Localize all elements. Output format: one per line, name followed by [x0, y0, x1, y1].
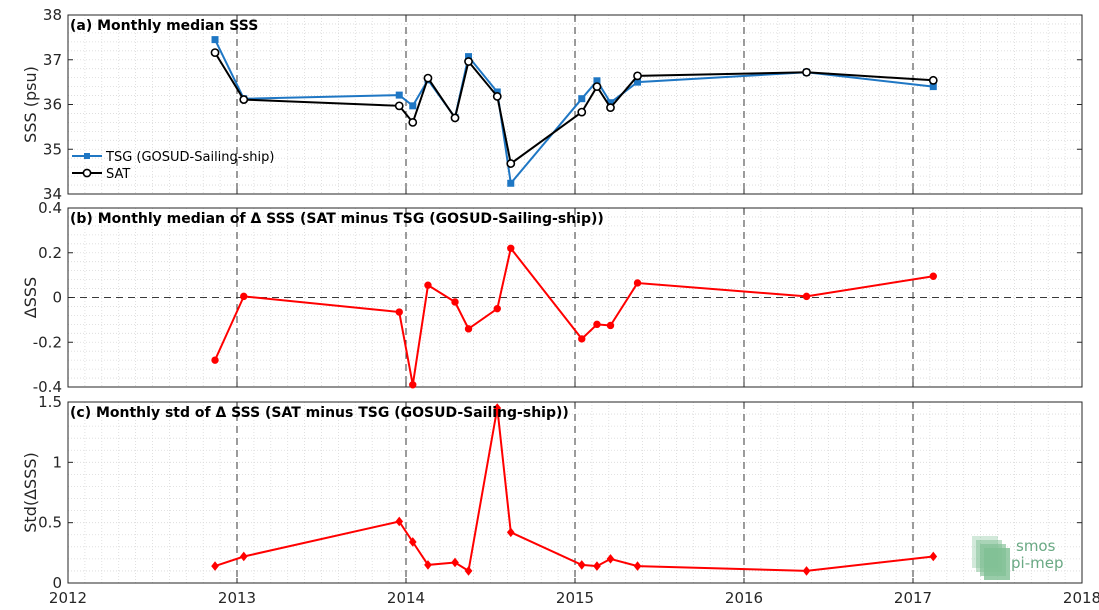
x-tick-label: 2016: [725, 589, 763, 607]
data-point: [423, 73, 433, 83]
panel-title: (c) Monthly std of Δ SSS (SAT minus TSG …: [70, 405, 569, 421]
data-point: [606, 103, 615, 113]
y-tick-label: 35: [43, 140, 62, 158]
data-point: [577, 560, 586, 570]
y-axis-label: Std(ΔSSS): [21, 452, 40, 532]
data-point: [408, 118, 418, 127]
legend-marker: [82, 168, 92, 178]
data-point: [395, 91, 403, 99]
data-point: [409, 381, 417, 389]
data-point: [802, 292, 811, 301]
data-point: [928, 75, 938, 85]
y-tick-label: 1: [52, 453, 62, 471]
y-tick-label: 0: [52, 574, 62, 592]
data-point: [633, 71, 642, 81]
y-tick-label: 34: [43, 185, 62, 203]
data-point: [592, 82, 602, 91]
y-tick-label: 0.2: [38, 244, 62, 262]
data-point: [507, 244, 515, 252]
legend-label: TSG (GOSUD-Sailing-ship): [105, 150, 274, 165]
data-point: [606, 554, 615, 564]
panel-title: (b) Monthly median of Δ SSS (SAT minus T…: [70, 211, 604, 227]
x-tick-label: 2018: [1063, 589, 1099, 607]
data-point: [578, 335, 586, 343]
data-point: [492, 92, 502, 101]
data-point: [506, 159, 516, 168]
y-axis-label: SSS (psu): [21, 66, 40, 143]
data-point: [802, 67, 811, 77]
y-tick-label: -0.2: [33, 333, 62, 351]
data-point: [450, 113, 460, 123]
logo-text-line2: pi-mep: [1011, 554, 1063, 572]
legend-marker: [84, 153, 90, 159]
data-point: [211, 561, 219, 571]
data-point: [451, 298, 459, 306]
data-point: [493, 304, 501, 313]
data-point: [424, 560, 432, 570]
x-tick-label: 2013: [218, 589, 256, 607]
series-0: [211, 244, 937, 389]
data-point: [394, 101, 404, 111]
data-point: [929, 272, 937, 280]
panel-b-median-delta-sss: -0.4 -0.2 0 0.2 0.4 ΔSSS (b) Monthly median of…: [21, 199, 1083, 396]
data-point: [408, 537, 417, 547]
x-tick-label: 2017: [894, 589, 932, 607]
y-tick-label: -0.4: [33, 378, 62, 396]
y-tick-label: 1.5: [38, 393, 62, 411]
data-point: [239, 551, 248, 562]
y-tick-label: 0: [52, 289, 62, 307]
data-point: [210, 48, 220, 57]
legend: TSG (GOSUD-Sailing-ship) SAT: [72, 150, 274, 182]
data-point: [211, 36, 219, 44]
data-point: [240, 292, 248, 301]
y-tick-label: 37: [43, 51, 62, 69]
data-point: [929, 551, 938, 562]
x-tick-label: 2015: [556, 589, 594, 607]
data-point: [577, 107, 587, 117]
series-1: [210, 48, 938, 168]
data-point: [239, 95, 249, 104]
series-0: [211, 403, 938, 576]
y-tick-label: 36: [43, 96, 62, 114]
data-point: [211, 356, 219, 364]
panel-c-std-delta-sss: 0 0.5 1 1.5 2012 2013 2014 2015 2016 2017 2018 Std(…: [21, 393, 1099, 607]
data-point: [493, 403, 502, 413]
y-tick-label: 38: [43, 6, 62, 24]
panel-title: (a) Monthly median SSS: [70, 18, 258, 34]
data-point: [606, 321, 615, 330]
y-tick-label: 0.5: [38, 514, 62, 532]
data-point: [409, 102, 417, 110]
data-point: [464, 57, 473, 66]
data-point: [464, 566, 473, 576]
data-point: [506, 527, 515, 538]
legend-label: SAT: [106, 167, 130, 182]
x-tick-label: 2014: [387, 589, 425, 607]
data-point: [464, 325, 473, 333]
data-point: [395, 308, 403, 316]
logo-text-line1: smos: [1016, 537, 1056, 555]
data-point: [424, 281, 432, 289]
data-point: [633, 561, 642, 571]
y-axis-label: ΔSSS: [21, 277, 40, 318]
data-point: [451, 557, 459, 568]
data-point: [578, 95, 586, 103]
x-tick-label: 2012: [49, 589, 87, 607]
y-tick-label: 0.4: [38, 199, 62, 217]
data-point: [802, 566, 811, 576]
data-point: [593, 561, 601, 571]
logo-layer: [984, 548, 1010, 580]
data-point: [507, 179, 515, 187]
data-point: [395, 516, 404, 527]
data-point: [633, 279, 642, 287]
panel-a-median-sss: 34 35 36 37 38 SSS (psu) (a) Monthly median SS…: [21, 6, 1083, 203]
data-point: [593, 320, 601, 329]
